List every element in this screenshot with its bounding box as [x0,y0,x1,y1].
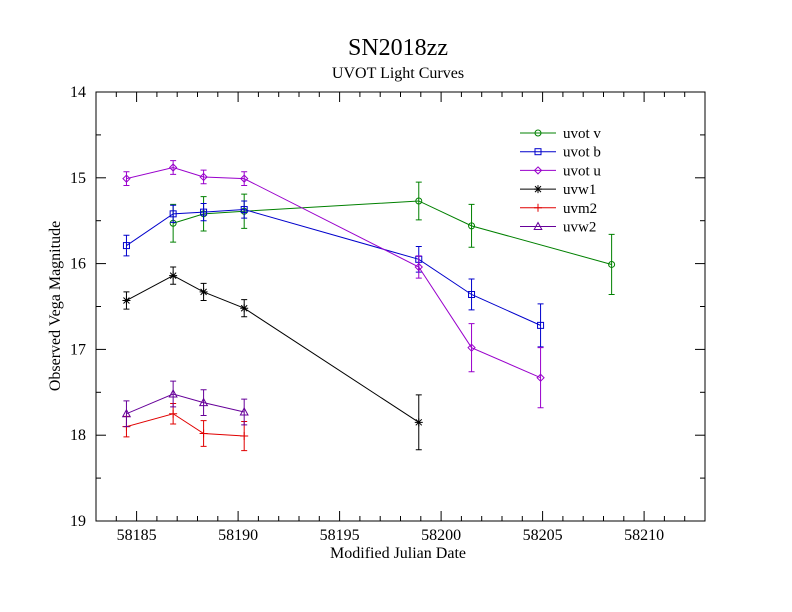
error-bar [170,160,177,175]
y-axis-label: Observed Vega Magnitude [47,221,64,391]
data-point [468,290,476,298]
data-point [121,408,132,418]
legend-label: uvm2 [563,201,597,217]
error-bar [537,303,544,348]
error-bar [468,278,475,311]
y-tick-label: 18 [70,427,86,444]
x-tick-label: 58200 [421,527,461,544]
series-line-uvot-b [126,209,541,326]
x-axis-label: Modified Julian Date [330,545,466,562]
data-point [536,373,545,382]
error-bar [241,200,248,219]
legend-label: uvot b [563,145,601,161]
legend-marker [533,166,543,175]
legend-item-uvw1: uvw1 [520,182,596,198]
error-bar [200,169,207,185]
chart-title: SN2018zz [348,35,448,61]
data-point [122,242,130,250]
series-uvw2 [121,380,249,428]
legend-label: uvot v [563,126,601,142]
data-point [414,418,423,427]
data-point [199,287,208,296]
data-point [169,210,177,218]
x-tick-label: 58210 [624,527,664,544]
y-tick-label: 16 [70,256,86,273]
legend-item-uvm2: uvm2 [520,201,597,217]
data-point [122,296,131,305]
error-bar [170,380,177,408]
series-line-uvm2 [126,413,245,437]
legend-label: uvw2 [563,220,596,236]
data-point [239,174,249,183]
x-tick-label: 58190 [218,527,258,544]
error-bar [537,347,544,409]
error-bar [415,181,422,221]
data-point [169,409,178,418]
data-series [121,160,616,452]
series-uvot-b [122,200,545,348]
error-bar [200,389,207,416]
series-line-uvw2 [126,393,245,415]
error-bar [123,400,130,428]
series-uvw1 [122,266,423,451]
x-tick-label: 58185 [117,527,157,544]
data-point [240,304,249,313]
data-point [608,260,616,268]
data-point [198,397,209,407]
series-line-uvw1 [126,275,420,423]
data-point [199,172,208,182]
error-bar [241,398,248,426]
legend-item-uvot-u: uvot u [520,163,601,179]
axes: 58185 58190 58195 58200 58205 58210 14 15 16 17 18… [70,84,706,544]
data-point [169,271,178,280]
data-point [200,208,208,216]
error-bar [123,234,130,257]
error-bar [170,204,177,223]
legend-marker [534,203,542,212]
plot-area [95,91,706,522]
data-point [414,262,423,272]
x-tick-label: 58205 [523,527,563,544]
data-point [240,432,249,441]
y-tick-label: 15 [70,170,86,187]
data-point [537,321,545,329]
series-uvm2 [122,402,249,452]
data-point [240,206,248,214]
data-point [415,197,423,205]
legend-marker [534,185,542,194]
x-tick-label: 58195 [320,527,360,544]
y-tick-label: 14 [70,84,86,101]
legend-marker [534,148,542,156]
legend-item-uvot-b: uvot b [520,145,601,161]
legend-marker [533,221,543,230]
series-uvot-u [122,160,545,409]
data-point [168,163,178,172]
error-bar [468,203,475,248]
legend-marker [534,129,542,137]
legend-label: uvot u [563,163,601,179]
series-uvot-v [169,181,616,295]
data-point [468,222,476,230]
error-bar [608,233,615,295]
data-point [168,388,178,398]
error-bar [241,171,248,187]
error-bar [123,171,130,187]
legend-label: uvw1 [563,182,596,198]
legend-item-uvot-v: uvot v [520,126,601,142]
series-line-uvot-u [126,166,541,379]
chart-subtitle: UVOT Light Curves [332,65,464,82]
error-bar [200,203,207,222]
y-tick-label: 19 [70,513,86,530]
y-tick-label: 17 [70,341,86,358]
data-point [199,429,208,438]
error-bar [468,323,475,373]
error-bar [415,255,422,279]
legend: uvot v uvot b uvot u uvw1 uvm2 uvw2 [520,126,601,236]
data-point [467,343,476,352]
legend-item-uvw2: uvw2 [520,220,596,236]
data-point [239,406,249,416]
series-line-uvot-v [172,200,612,265]
data-point [122,174,131,183]
